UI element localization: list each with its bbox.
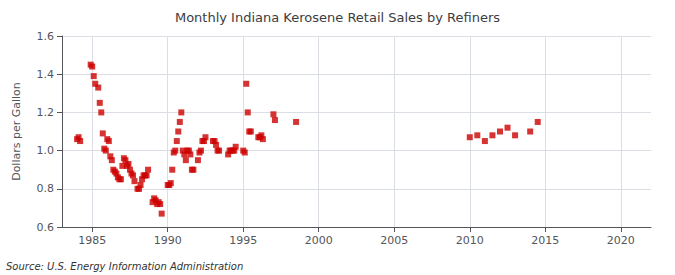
svg-text:Source: U.S. Energy Informatio: Source: U.S. Energy Information Administ… — [6, 261, 243, 272]
svg-text:1.4: 1.4 — [37, 68, 55, 81]
svg-text:1.6: 1.6 — [37, 30, 55, 43]
svg-text:0.6: 0.6 — [37, 221, 55, 234]
svg-text:2000: 2000 — [305, 234, 333, 247]
svg-text:Monthly Indiana Kerosene Retai: Monthly Indiana Kerosene Retail Sales by… — [175, 10, 500, 25]
svg-text:1.0: 1.0 — [37, 144, 55, 157]
svg-text:2010: 2010 — [456, 234, 484, 247]
svg-text:1.2: 1.2 — [37, 106, 55, 119]
svg-text:Dollars per Gallon: Dollars per Gallon — [10, 82, 23, 181]
svg-text:2005: 2005 — [380, 234, 408, 247]
svg-text:1990: 1990 — [154, 234, 182, 247]
svg-text:2015: 2015 — [531, 234, 559, 247]
svg-text:1985: 1985 — [78, 234, 106, 247]
svg-text:1995: 1995 — [229, 234, 257, 247]
svg-text:0.8: 0.8 — [37, 182, 55, 195]
svg-text:2020: 2020 — [607, 234, 635, 247]
